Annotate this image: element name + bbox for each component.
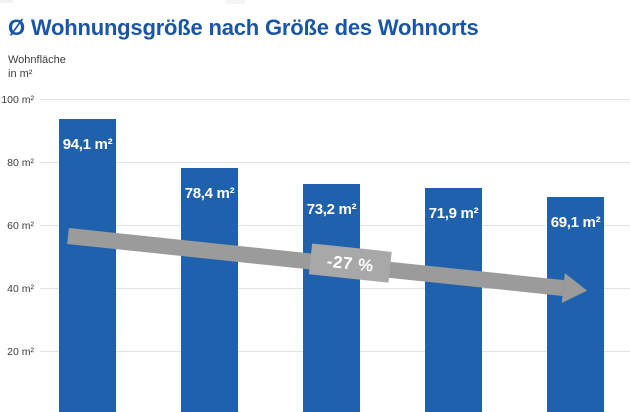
- bar-value-label: 73,2 m²: [306, 201, 357, 219]
- gridline: [40, 99, 630, 101]
- gridline: [40, 162, 630, 164]
- crop-artifact: [0, 0, 13, 3]
- y-axis-label-line1: Wohnfläche: [8, 54, 66, 66]
- bar-3: 73,2 m²: [303, 184, 360, 412]
- y-tick-label: 100 m²: [1, 93, 34, 106]
- chart-title: Ø Wohnungsgröße nach Größe des Wohnorts: [8, 15, 479, 40]
- bar-value-label: 78,4 m²: [184, 184, 235, 202]
- y-tick-label: 20 m²: [7, 345, 34, 358]
- bar-value-label: 94,1 m²: [62, 135, 113, 153]
- bar-1: 94,1 m²: [59, 118, 116, 412]
- bar-value-label: 71,9 m²: [428, 205, 479, 223]
- bar-value-label: 69,1 m²: [550, 214, 601, 232]
- y-tick-label: 80 m²: [7, 156, 34, 169]
- y-axis-label: Wohnfläche in m²: [8, 54, 66, 81]
- y-tick-label: 60 m²: [7, 219, 34, 232]
- y-axis-label-line2: in m²: [8, 67, 33, 80]
- bar-4: 71,9 m²: [425, 188, 482, 412]
- crop-artifact: [225, 0, 245, 4]
- bar-5: 69,1 m²: [547, 197, 604, 412]
- bar-2: 78,4 m²: [181, 167, 238, 412]
- y-tick-label: 40 m²: [7, 282, 34, 295]
